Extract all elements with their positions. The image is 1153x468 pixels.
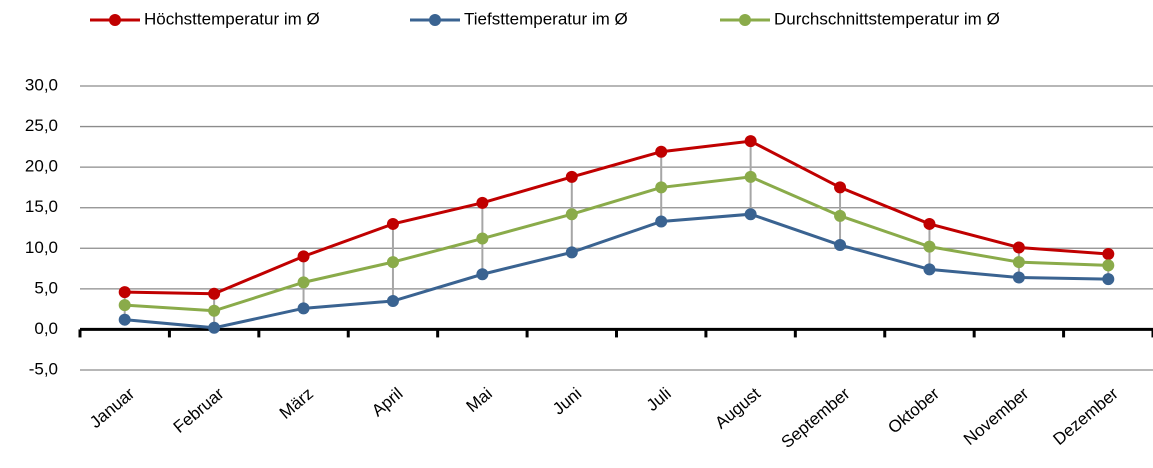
legend-label: Durchschnittstemperatur im Ø — [774, 9, 1000, 28]
y-tick-label: 5,0 — [34, 278, 58, 297]
x-tick-label: Januar — [86, 384, 138, 432]
y-tick-label: 20,0 — [25, 157, 58, 176]
series-marker — [297, 276, 310, 289]
series-marker — [118, 286, 131, 299]
series-marker — [386, 217, 399, 230]
series-line — [124, 175, 1109, 313]
series-marker — [1102, 247, 1115, 260]
series-marker — [476, 232, 489, 245]
x-tick-label: März — [276, 384, 317, 423]
y-tick-label: 10,0 — [25, 238, 58, 257]
series-marker — [655, 145, 668, 158]
x-tick-label: Juli — [643, 384, 675, 415]
y-tick-label: 30,0 — [25, 75, 58, 94]
x-tick-label: Juni — [549, 384, 585, 419]
series-marker — [208, 304, 221, 317]
x-tick-label: November — [960, 384, 1033, 449]
series-marker — [1012, 241, 1025, 254]
x-tick-label: August — [711, 384, 764, 433]
series-line — [124, 212, 1109, 330]
x-tick-label: Februar — [170, 384, 228, 437]
series-marker — [565, 246, 578, 259]
legend-marker — [109, 14, 121, 26]
series-marker — [834, 181, 847, 194]
series-marker — [834, 209, 847, 222]
series-marker — [655, 215, 668, 228]
series-marker — [923, 263, 936, 276]
y-tick-label: 15,0 — [25, 197, 58, 216]
series-marker — [744, 135, 757, 148]
y-tick-label: 25,0 — [25, 116, 58, 135]
series-marker — [565, 208, 578, 221]
series-marker — [923, 240, 936, 253]
series-marker — [655, 181, 668, 194]
legend-marker — [429, 14, 441, 26]
series-marker — [118, 299, 131, 312]
legend-label: Tiefsttemperatur im Ø — [464, 9, 628, 28]
series-marker — [476, 196, 489, 209]
x-tick-label: Oktober — [884, 384, 943, 438]
series-marker — [923, 217, 936, 230]
series-marker — [744, 208, 757, 221]
y-tick-label: 0,0 — [34, 319, 58, 338]
x-tick-label: Mai — [463, 384, 496, 416]
series-marker — [1012, 256, 1025, 269]
legend-marker — [739, 14, 751, 26]
series-marker — [208, 287, 221, 300]
x-tick-label: September — [778, 384, 854, 452]
series-line — [124, 139, 1109, 296]
y-tick-label: -5,0 — [29, 359, 58, 378]
series-marker — [834, 239, 847, 252]
series-marker — [744, 170, 757, 183]
series-marker — [1012, 271, 1025, 284]
series-marker — [386, 256, 399, 269]
series-marker — [1102, 259, 1115, 272]
series-marker — [565, 170, 578, 183]
series-marker — [297, 302, 310, 315]
x-tick-label: April — [368, 384, 406, 420]
series-marker — [118, 313, 131, 326]
series-marker — [386, 295, 399, 308]
series-marker — [476, 268, 489, 281]
series-marker — [297, 250, 310, 263]
x-tick-label: Dezember — [1049, 384, 1122, 449]
series-marker — [208, 321, 221, 334]
series-marker — [1102, 273, 1115, 286]
legend-label: Höchsttemperatur im Ø — [144, 9, 320, 28]
